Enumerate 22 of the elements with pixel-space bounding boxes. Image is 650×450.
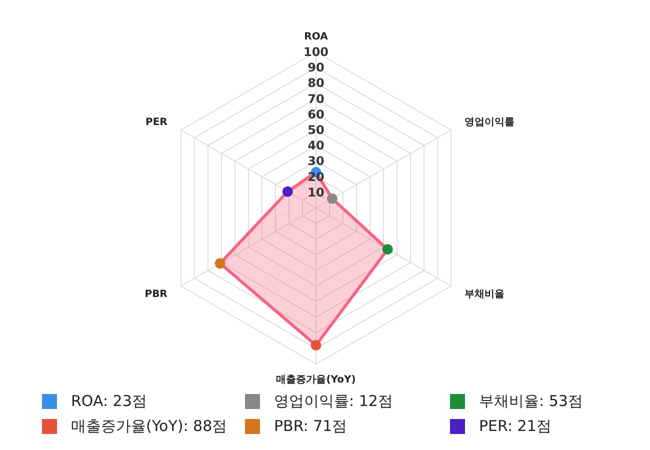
spoke-label: 매출증가율(YoY) [276,374,356,386]
spoke-label: 부채비율 [464,288,505,300]
spoke-label: PBR [144,288,168,300]
text: 영업이익률: 12점 [274,392,393,411]
y-tick-label: 70 [308,92,324,106]
y-tick-label: 60 [308,107,324,122]
y-tick-label: 90 [308,60,324,75]
spoke-label: 영업이익률 [464,117,515,128]
text: ROA: 23점 [71,392,147,411]
y-tick-label: 30 [308,154,324,168]
y-tick-label: 10 [308,185,324,200]
y-tick-label: 40 [308,138,324,153]
text: 부채비율: 53점 [479,392,583,411]
spoke-label: PER [146,117,168,128]
y-tick-label: 80 [308,76,324,90]
spoke-label: ROA [304,31,328,42]
y-tick-label: 50 [308,123,324,137]
y-tick-label: 20 [308,170,324,184]
text: PER: 21점 [479,417,552,436]
text: 매출증가율(YoY): 88점 [71,417,228,436]
text: PBR: 71점 [274,417,348,436]
y-tick-label: 100 [303,45,329,59]
